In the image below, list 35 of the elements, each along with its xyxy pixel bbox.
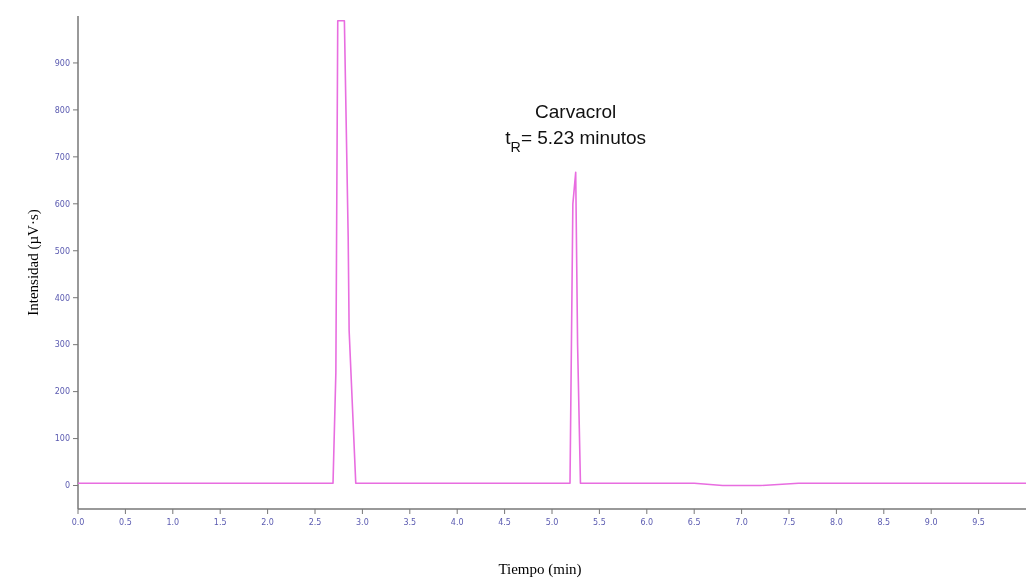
x-tick-label: 1.5: [213, 518, 227, 527]
x-tick-label: 7.5: [782, 518, 796, 527]
x-tick-label: 5.0: [545, 518, 559, 527]
y-tick-label: 500: [54, 246, 70, 256]
x-tick-label: 3.5: [403, 518, 417, 527]
y-tick-label: 300: [54, 340, 70, 350]
y-tick-label: 200: [54, 387, 70, 397]
x-tick-label: 6.5: [687, 518, 701, 527]
y-tick-label: 0: [64, 481, 70, 491]
x-tick-label: 9.5: [972, 518, 985, 527]
x-tick-label: 4.5: [498, 518, 511, 527]
x-tick-label: 4.0: [450, 518, 464, 527]
line-series: [77, 19, 1026, 487]
x-tick-label: 9.0: [924, 518, 938, 527]
x-tick-label: 6.0: [640, 518, 654, 527]
y-tick-label: 400: [54, 293, 70, 303]
y-axis-title: Intensidad (µV·s): [25, 209, 42, 316]
y-tick-label: 900: [54, 58, 70, 68]
y-tick-label: 700: [54, 152, 70, 162]
annotation: Carvacrol: [535, 101, 617, 123]
x-tick-label: 2.0: [261, 518, 274, 527]
x-tick-label: 0.5: [119, 518, 132, 527]
x-tick-label: 2.5: [308, 518, 322, 527]
y-tick-label: 100: [54, 434, 70, 444]
x-tick-label: 3.0: [356, 518, 369, 527]
x-tick-label: 1.0: [166, 518, 180, 527]
x-tick-label: 8.5: [877, 518, 891, 527]
x-tick-label: 5.5: [593, 518, 606, 527]
x-tick-label: 0.0: [71, 518, 85, 527]
x-tick-label: 8.0: [830, 518, 843, 527]
y-tick-label: 800: [54, 105, 70, 115]
y-tick-label: 600: [54, 199, 70, 209]
x-axis-title: Tiempo (min): [498, 561, 582, 578]
annotation: t$_{R}$= 5.23 minutos: [505, 127, 647, 156]
x-tick-label: 7.0: [735, 518, 748, 527]
